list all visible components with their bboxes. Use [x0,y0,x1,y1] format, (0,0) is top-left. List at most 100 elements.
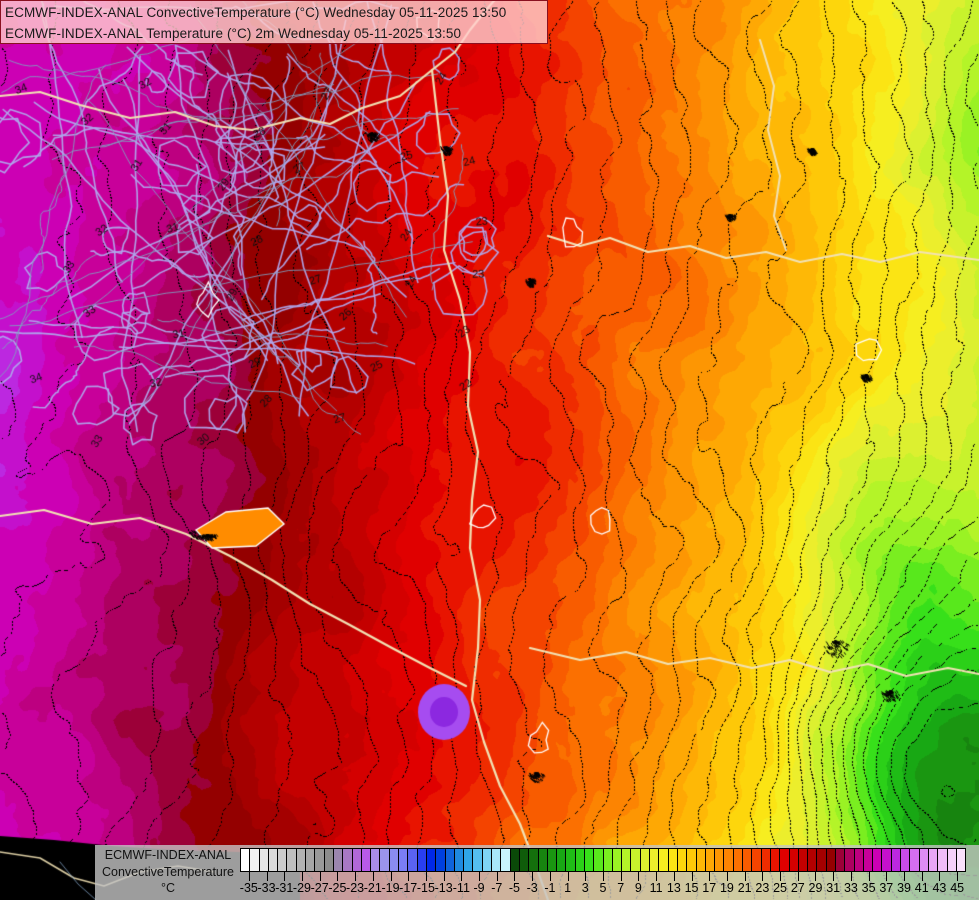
colorbar-swatch [408,849,418,871]
colorbar-swatch [278,849,288,871]
colorbar-tick [656,872,658,881]
colorbar-tick-label: -3 [526,881,538,895]
colorbar-tick [266,872,268,881]
colorbar-swatch [371,849,381,871]
colorbar-tick [939,872,941,881]
colorbar-swatch [566,849,576,871]
colorbar-tick-label: 41 [914,881,929,895]
colorbar-tick-label: 45 [950,881,965,895]
colorbar-tick-label: -9 [473,881,485,895]
colorbar-tick [443,872,445,881]
colorbar-tick [744,872,746,881]
colorbar-tick-label: -27 [310,881,329,895]
colorbar-tick [408,872,410,881]
colorbar-swatch [817,849,827,871]
colorbar-swatch [938,849,948,871]
colorbar-wrap: -35 -33 -31 -29 -27 -25 -23 -21 -19 -17 -15 -13 -11-… [240,848,966,899]
colorbar-swatch [464,849,474,871]
colorbar-tick [479,872,481,881]
colorbar-tick [567,872,569,881]
colorbar-tick [284,872,286,881]
title-line-temperature: ECMWF-INDEX-ANAL Temperature (°C) 2m Wed… [5,26,462,41]
colorbar-tick-label: 1 [564,881,572,895]
colorbar-swatch [547,849,558,871]
colorbar-tick-labels: -35 -33 -31 -29 -27 -25 -23 -21 -19 -17 -15 -13 -11-… [240,879,966,899]
colorbar-swatch [780,849,790,871]
colorbar-swatch [845,849,855,871]
colorbar-swatch [910,849,920,871]
colorbar-legend: ECMWF-INDEX-ANAL ConvectiveTemperature °… [95,845,979,900]
colorbar-tick [638,872,640,881]
colorbar-swatch [250,849,260,871]
colorbar-tick-label: -5 [508,881,521,895]
colorbar-swatch [426,849,437,871]
colorbar-tick [921,872,923,881]
legend-caption: ECMWF-INDEX-ANAL ConvectiveTemperature °… [95,847,241,899]
colorbar-swatch [891,849,902,871]
colorbar-swatch [417,849,427,871]
colorbar-swatch [919,849,929,871]
colorbar-tick [532,872,534,881]
colorbar-tick-label: 3 [581,881,589,895]
colorbar-swatch [826,849,836,871]
colorbar-swatch [343,849,353,871]
colorbar-tick [957,872,959,881]
colorbar-swatch [315,849,325,871]
colorbar-swatch [575,849,585,871]
colorbar-tick [461,872,463,881]
colorbar-tick [514,872,516,881]
colorbar-swatch [296,849,307,871]
colorbar-tick-label: 11 [649,881,663,895]
colorbar-swatch [668,849,678,871]
colorbar-swatch [733,849,744,871]
colorbar-tick-label: 23 [755,881,770,895]
colorbar-tick-label: 15 [684,881,699,895]
colorbar-tick [886,872,888,881]
colorbar-tick-label: 29 [808,881,823,895]
colorbar-tick [815,872,817,881]
colorbar-swatch [241,849,251,871]
colorbar-swatch [622,849,632,871]
colorbar-tick-label: 5 [599,881,607,895]
colorbar-swatch [789,849,799,871]
colorbar-tick-label: 33 [843,881,858,895]
colorbar-swatch [724,849,734,871]
colorbar-tick-label: -29 [292,881,312,895]
colorbar-ticks [240,872,966,881]
colorbar-tick-label: -15 [416,881,435,895]
colorbar-swatch [324,849,334,871]
colorbar-swatch [454,849,465,871]
title-overlay: ECMWF-INDEX-ANAL ConvectiveTemperature (… [0,0,548,44]
colorbar-tick [603,872,604,881]
colorbar-swatch [584,849,595,871]
colorbar-swatch [650,849,660,871]
colorbar-swatch [501,849,511,871]
colorbar-tick-label: -23 [346,881,365,895]
colorbar-tick [850,872,852,881]
colorbar-swatch [798,849,809,871]
colorbar-swatches[interactable] [240,848,966,872]
colorbar-swatch [436,849,446,871]
colorbar-swatch [761,849,771,871]
colorbar-swatch [854,849,864,871]
colorbar-tick [337,872,339,881]
colorbar-tick-label: 37 [879,881,894,895]
colorbar-tick-label: -21 [363,881,382,895]
colorbar-tick [549,872,551,881]
legend-model-label: ECMWF-INDEX-ANAL [104,848,232,862]
colorbar-swatch [389,849,400,871]
colorbar-swatch [445,849,455,871]
colorbar-tick [691,872,693,881]
colorbar-swatch [603,849,613,871]
colorbar-swatch [399,849,409,871]
colorbar-swatch [306,849,316,871]
colorbar-tick [762,872,764,881]
colorbar-tick [585,872,587,881]
colorbar-tick-label: 39 [897,881,911,895]
colorbar-swatch [659,849,669,871]
colorbar-swatch [901,849,911,871]
colorbar-swatch [705,849,716,871]
colorbar-tick-label: 19 [719,881,734,895]
